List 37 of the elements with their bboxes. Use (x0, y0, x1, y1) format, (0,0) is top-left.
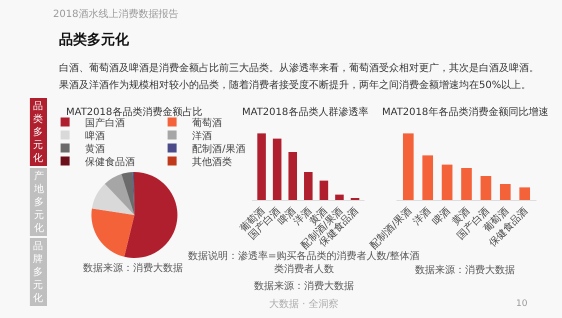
bar (422, 155, 434, 200)
source-note: 数据来源：消费大数据 (254, 280, 354, 292)
chart-title: MAT2018各品类人群渗透率 (242, 106, 368, 118)
legend-label: 配制酒/果酒 (192, 142, 246, 155)
text: 果酒及洋酒作为规模相对较小的品类，随着消费者接受度不断提升，两年之间消费金额增速均在50%以上。 (59, 79, 532, 91)
text: 品牌多元化 (33, 241, 43, 304)
x-tick-label: 啤酒 (430, 205, 453, 228)
chart-title: MAT2018各品类消费金额占比 (66, 106, 202, 118)
text: 2018酒水线上消费数据报告 (53, 8, 178, 20)
chart-title: MAT2018年各品类消费金额同比增速 (382, 106, 548, 118)
bar (461, 168, 472, 200)
text: 白酒、葡萄酒及啤酒是消费金额占比前三大品类。从渗透率来看，葡萄酒受众相对更广，其次是白酒及啤酒。 (59, 62, 539, 74)
text: 产地多元化 (33, 170, 44, 234)
text: 大数据 · 全洞察 (269, 298, 339, 310)
bar (304, 172, 313, 200)
bar (257, 133, 266, 200)
legend-label: 洋酒 (192, 130, 212, 142)
bar (335, 194, 344, 200)
bar (480, 176, 492, 200)
bar (500, 184, 511, 200)
text: 品类多元化 (33, 101, 43, 164)
source-note: 数据来源：消费大数据 (83, 262, 183, 274)
bar (272, 138, 282, 200)
legend-label: 国产白酒 (85, 116, 126, 129)
bar (320, 180, 328, 200)
text: 10 (516, 299, 528, 309)
text: 品类多元化 (59, 32, 130, 48)
bar (519, 187, 530, 200)
legend-label: 黄酒 (85, 142, 106, 155)
x-tick-label: 配制酒/果酒 (368, 205, 414, 252)
bar (442, 164, 452, 200)
legend-label: 葡萄酒 (192, 116, 222, 129)
legend-label: 其他酒类 (192, 156, 232, 168)
legend-label: 啤酒 (85, 130, 106, 142)
legend-label: 保健食品酒 (85, 156, 136, 168)
bar (288, 152, 298, 200)
bar (402, 133, 414, 200)
